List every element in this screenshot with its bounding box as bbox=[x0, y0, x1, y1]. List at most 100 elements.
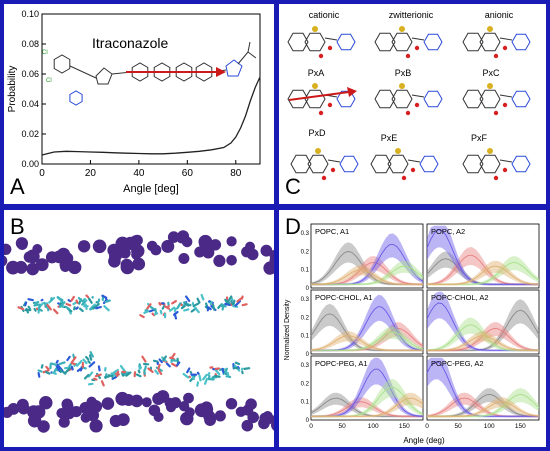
drug-bond bbox=[196, 381, 200, 387]
drug-bond bbox=[211, 376, 218, 379]
x-tick-label: 50 bbox=[454, 423, 462, 430]
thiazine-ring bbox=[479, 32, 501, 52]
drug-bond bbox=[17, 306, 25, 311]
drug-bond bbox=[212, 303, 216, 311]
drug-bond bbox=[225, 375, 232, 378]
drug-bond bbox=[224, 367, 228, 374]
lipid-headgroup bbox=[37, 420, 50, 433]
drug-bond bbox=[58, 301, 66, 309]
density-subplot: POPC, A1 0 0.1 0.2 0.3 bbox=[301, 223, 424, 292]
lipid-headgroup bbox=[68, 260, 82, 275]
structure-label-cationic: cationic bbox=[309, 10, 340, 20]
lipid-headgroup bbox=[31, 405, 46, 419]
drug-bond bbox=[182, 372, 190, 379]
drug-bond bbox=[87, 297, 93, 304]
sulfur-atom bbox=[487, 83, 493, 89]
drug-bond bbox=[164, 305, 171, 310]
sulfur-atom bbox=[399, 26, 405, 32]
y-tick-label: 0.04 bbox=[21, 99, 39, 109]
amide-bond bbox=[327, 159, 341, 163]
bond bbox=[247, 41, 251, 53]
thiazine-ring bbox=[391, 32, 413, 52]
drug-bond bbox=[243, 367, 251, 370]
y-tick-label: 0.08 bbox=[21, 39, 39, 49]
drug-bond bbox=[171, 299, 177, 305]
oxygen-atom bbox=[321, 175, 327, 181]
drug-bond bbox=[104, 299, 111, 303]
x-tick-label: 0 bbox=[425, 423, 429, 430]
ring bbox=[53, 54, 71, 74]
structure-bot-1 bbox=[370, 148, 439, 181]
lipid-headgroup bbox=[226, 236, 237, 247]
lipid-headgroup bbox=[101, 397, 115, 410]
drug-bond bbox=[64, 305, 71, 311]
drug-bond bbox=[154, 307, 158, 315]
drug-bond bbox=[37, 308, 43, 312]
drug-bond bbox=[230, 300, 234, 306]
drug-bond bbox=[198, 374, 202, 382]
lipid-headgroup bbox=[4, 410, 6, 417]
drug-bond bbox=[165, 362, 171, 368]
drug-bond bbox=[70, 365, 74, 371]
drug-bond bbox=[148, 308, 156, 313]
ring bbox=[131, 62, 149, 82]
drug-bond bbox=[55, 365, 61, 372]
lipid-headgroup bbox=[132, 257, 146, 271]
sulfur-atom bbox=[487, 148, 493, 154]
subplot-frame bbox=[310, 223, 424, 289]
structure-label-PxF: PxF bbox=[471, 133, 488, 143]
drug-bond bbox=[185, 295, 191, 303]
x-axis-label: Angle [deg] bbox=[123, 183, 179, 195]
drug-bond bbox=[207, 372, 211, 376]
drug-bond bbox=[40, 364, 44, 369]
drug-bond bbox=[64, 367, 72, 374]
drug-bond bbox=[112, 368, 119, 374]
lipid-headgroup bbox=[109, 414, 122, 428]
thiazine-ring bbox=[304, 32, 326, 52]
drug-bond bbox=[154, 369, 159, 375]
thiazine-ring bbox=[479, 154, 501, 174]
drug-bond bbox=[189, 370, 193, 374]
oxygen-atom bbox=[330, 167, 336, 173]
sulfur-atom bbox=[399, 83, 405, 89]
y-tick-label: 0.1 bbox=[301, 400, 310, 406]
drug-bond bbox=[27, 305, 32, 311]
itraconazole-structure: Itraconazole Cl Cl bbox=[42, 35, 257, 106]
triazole-ring bbox=[69, 90, 83, 106]
lipid-headgroup bbox=[260, 244, 273, 257]
benzene-ring bbox=[462, 32, 484, 52]
drug-bond bbox=[121, 373, 125, 377]
structure-label-PxC: PxC bbox=[482, 68, 500, 78]
panel-a: 0 20 40 60 80 0.00 0.02 0.04 0.06 0.08 0.10 Angle [… bbox=[4, 4, 274, 204]
y-tick-label: 0.3 bbox=[301, 363, 310, 369]
drug-bond bbox=[67, 299, 72, 303]
drug-bond bbox=[123, 371, 130, 377]
drug-bond bbox=[75, 360, 83, 367]
pyridine-ring bbox=[419, 155, 439, 173]
drug-bond bbox=[87, 382, 94, 386]
drug-bond bbox=[154, 312, 159, 316]
density-line bbox=[426, 229, 539, 285]
drug-bond bbox=[75, 306, 79, 310]
oxygen-atom bbox=[414, 102, 420, 108]
amide-bond bbox=[411, 37, 425, 41]
x-axis-label: Angle (deg) bbox=[403, 436, 445, 445]
density-subplot: POPC-PEG, A2 0 50 100 150 bbox=[425, 355, 540, 430]
drug-bond bbox=[101, 294, 108, 299]
drug-bond bbox=[37, 372, 41, 378]
amide-bond bbox=[499, 94, 513, 98]
subplot-frame bbox=[426, 289, 540, 355]
drug-bond bbox=[95, 305, 102, 310]
drug-bond bbox=[103, 375, 111, 379]
drug-bond bbox=[33, 300, 40, 305]
drug-bond bbox=[158, 358, 163, 364]
drug-bond bbox=[234, 361, 241, 366]
drug-bond bbox=[209, 300, 213, 306]
density-band bbox=[311, 331, 423, 352]
pyridine-ring bbox=[511, 33, 531, 51]
benzene-ring bbox=[462, 89, 484, 109]
drug-bond bbox=[162, 355, 167, 362]
benzene-ring bbox=[287, 32, 309, 52]
oxygen-atom bbox=[401, 175, 407, 181]
drug-bond bbox=[207, 377, 215, 381]
